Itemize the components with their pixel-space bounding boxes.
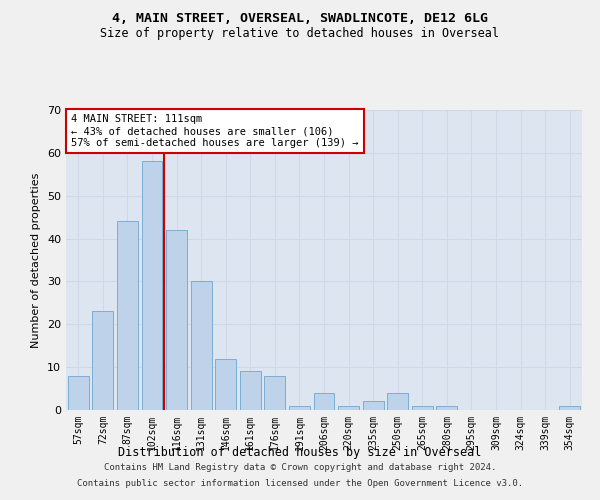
Bar [362,402,383,410]
Bar [289,406,310,410]
Bar [314,393,334,410]
Bar [387,393,408,410]
Bar [265,376,286,410]
Bar [559,406,580,410]
Bar [142,162,163,410]
Text: Size of property relative to detached houses in Overseal: Size of property relative to detached ho… [101,28,499,40]
Bar [191,282,212,410]
Y-axis label: Number of detached properties: Number of detached properties [31,172,41,348]
Bar [412,406,433,410]
Text: Distribution of detached houses by size in Overseal: Distribution of detached houses by size … [118,446,482,459]
Text: 4, MAIN STREET, OVERSEAL, SWADLINCOTE, DE12 6LG: 4, MAIN STREET, OVERSEAL, SWADLINCOTE, D… [112,12,488,26]
Bar [117,222,138,410]
Text: Contains HM Land Registry data © Crown copyright and database right 2024.: Contains HM Land Registry data © Crown c… [104,464,496,472]
Bar [215,358,236,410]
Bar [240,372,261,410]
Text: Contains public sector information licensed under the Open Government Licence v3: Contains public sector information licen… [77,478,523,488]
Bar [92,312,113,410]
Text: 4 MAIN STREET: 111sqm
← 43% of detached houses are smaller (106)
57% of semi-det: 4 MAIN STREET: 111sqm ← 43% of detached … [71,114,359,148]
Bar [436,406,457,410]
Bar [166,230,187,410]
Bar [338,406,359,410]
Bar [68,376,89,410]
